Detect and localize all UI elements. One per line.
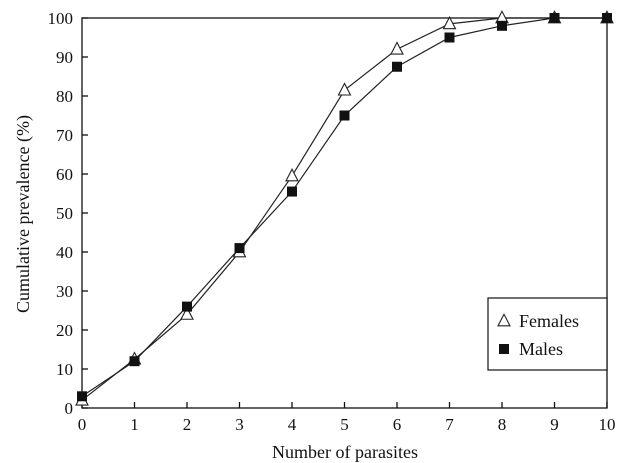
- males-point: [602, 13, 612, 23]
- x-tick-label: 0: [78, 415, 87, 434]
- y-axis-title: Cumulative prevalence (%): [13, 115, 34, 313]
- x-tick-label: 7: [445, 415, 454, 434]
- legend-males-marker: [499, 344, 509, 354]
- x-tick-label: 4: [288, 415, 297, 434]
- x-tick-label: 1: [130, 415, 139, 434]
- x-tick-label: 8: [498, 415, 507, 434]
- y-tick-label: 90: [56, 48, 73, 67]
- males-point: [549, 13, 560, 23]
- y-tick-label: 80: [56, 87, 73, 106]
- x-tick-label: 5: [340, 415, 349, 434]
- males-point: [287, 186, 297, 197]
- y-tick-label: 30: [56, 282, 73, 301]
- y-tick-label: 20: [56, 321, 73, 340]
- x-tick-label: 6: [393, 415, 402, 434]
- males-point: [77, 391, 87, 402]
- x-axis-title: Number of parasites: [272, 442, 418, 462]
- males-point: [497, 20, 507, 31]
- legend-females-label: Females: [519, 311, 579, 331]
- y-tick-label: 0: [65, 399, 74, 418]
- y-tick-label: 50: [56, 204, 73, 223]
- females-point: [285, 168, 299, 182]
- males-point: [444, 32, 455, 43]
- females-point: [337, 82, 352, 96]
- legend: Females Males: [487, 297, 608, 371]
- legend-males-label: Males: [519, 339, 563, 359]
- males-point: [182, 301, 192, 312]
- series-markers: [75, 10, 614, 406]
- y-tick-label: 10: [56, 360, 73, 379]
- x-tick-label: 10: [599, 415, 616, 434]
- y-tick-label: 40: [56, 243, 73, 262]
- y-tick-label: 100: [48, 9, 74, 28]
- y-tick-label: 70: [56, 126, 73, 145]
- males-point: [392, 61, 402, 72]
- y-tick-label: 60: [56, 165, 73, 184]
- x-tick-label: 2: [183, 415, 192, 434]
- females-point: [390, 41, 404, 55]
- females-point: [180, 306, 194, 320]
- males-point: [234, 243, 245, 254]
- x-tick-label: 9: [550, 415, 559, 434]
- males-point: [129, 356, 140, 367]
- females-point: [442, 15, 457, 30]
- legend-females-marker: [497, 313, 511, 327]
- males-point: [339, 110, 350, 121]
- legend-box: [487, 297, 608, 371]
- x-tick-label: 3: [235, 415, 244, 434]
